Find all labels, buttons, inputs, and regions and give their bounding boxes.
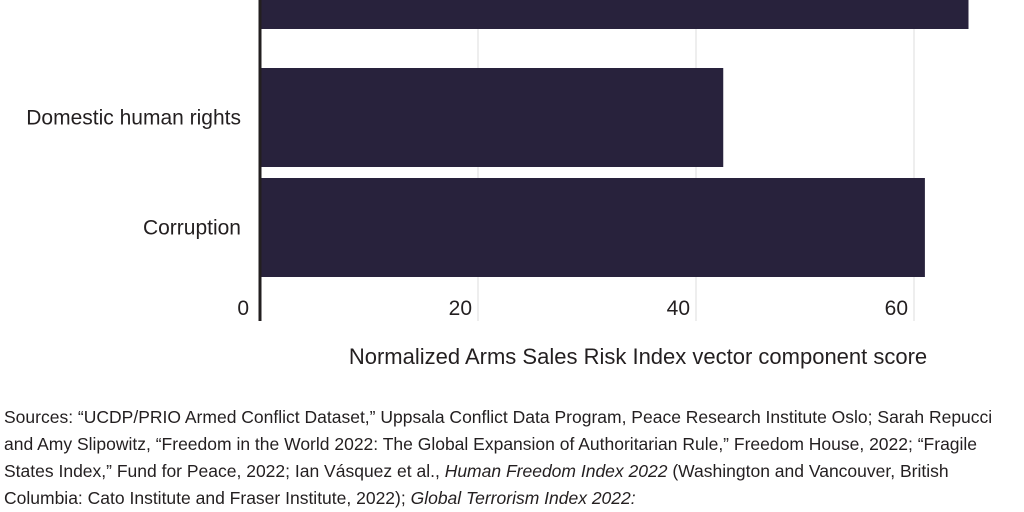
source-title-italic: Global Terrorism Index 2022:: [410, 488, 636, 508]
x-tick-label: 20: [449, 297, 472, 320]
bar: [260, 68, 724, 167]
x-axis-title: Normalized Arms Sales Risk Index vector …: [349, 344, 927, 369]
source-text: (Washington and Vancouver, British Colum…: [4, 461, 949, 508]
source-title-italic: Human Freedom Index 2022: [444, 461, 668, 481]
source-text: Sources: “UCDP/PRIO Armed Conflict Datas…: [4, 407, 993, 481]
category-label: Domestic human rights: [26, 107, 241, 130]
x-tick-label: 40: [667, 297, 690, 320]
sources-note: Sources: “UCDP/PRIO Armed Conflict Datas…: [4, 404, 1022, 512]
bar: [260, 0, 969, 29]
x-tick-label: 60: [885, 297, 908, 320]
x-tick-label: 0: [237, 297, 249, 320]
chart-svg: InstabilityDomestic human rightsCorrupti…: [26, 0, 969, 369]
bar: [260, 178, 925, 277]
bar-chart: InstabilityDomestic human rightsCorrupti…: [26, 0, 969, 369]
category-label: Corruption: [143, 217, 241, 240]
